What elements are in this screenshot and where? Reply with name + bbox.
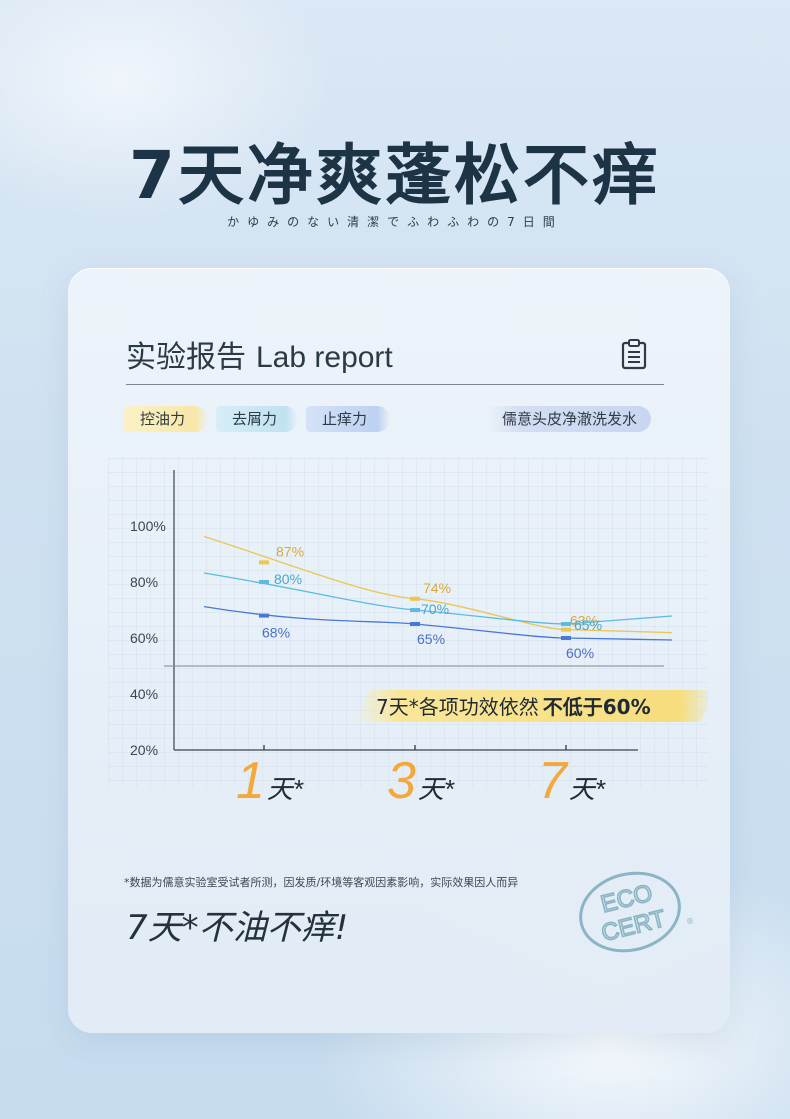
ecocert-seal: ECO CERT ® [579, 871, 694, 953]
x-tick-label-3: 7天* [538, 752, 606, 810]
series-1-data-label-2: 74% [423, 580, 451, 596]
series-1-point-2 [410, 596, 420, 601]
series-3-data-label-2: 65% [417, 631, 445, 647]
series-2-data-label-1: 80% [274, 571, 302, 587]
seal-registered-mark: ® [686, 917, 694, 926]
page-headline: 7天净爽蓬松不痒 [129, 137, 661, 214]
series-2-data-label-3: 65% [574, 617, 602, 633]
series-1-data-label-3: 63% [570, 613, 598, 629]
callout-background [354, 690, 716, 722]
legend-tag-anti-itch: 止痒力 [306, 406, 390, 432]
y-tick-label: 20% [130, 742, 158, 758]
series-3-data-label-3: 60% [566, 645, 594, 661]
series-3-point-3 [561, 636, 571, 640]
chart-area: 100% 80% 60% 40% 20% 87% 74% 63% 80% 70% 65% 68% 65%… [108, 458, 716, 818]
page-subline: かゆみのない清潔でふわふわの7日間 [227, 215, 563, 229]
callout-text: 7天*各项功效依然 不低于60% [376, 695, 651, 719]
data-footnote: *数据为儒意实验室受试者所测，因发质/环境等客观因素影响，实际效果因人而异 [124, 876, 519, 889]
series-2-data-label-2: 70% [421, 601, 449, 617]
series-2-point-2 [410, 608, 420, 612]
report-title-en: Lab report [256, 341, 393, 374]
y-tick-label: 40% [130, 686, 158, 702]
series-3-point-1 [259, 613, 269, 618]
lab-report-card: 实验报告 Lab report 控油力 去屑力 止痒力 儒意头皮净澈洗发水 100… [68, 268, 730, 1033]
efficacy-line-chart: 100% 80% 60% 40% 20% 87% 74% 63% 80% 70% 65% 68% 65%… [108, 458, 716, 810]
series-2-point-1 [259, 580, 269, 584]
series-3-data-label-1: 68% [262, 625, 290, 641]
series-1-point-3 [561, 627, 571, 632]
series-1-point-1 [259, 560, 269, 565]
y-tick-label: 100% [130, 518, 166, 534]
y-tick-label: 60% [130, 630, 158, 646]
legend-tag-oil-control: 控油力 [124, 406, 208, 432]
series-1-data-label-1: 87% [276, 543, 304, 559]
product-name-tag: 儒意头皮净澈洗发水 [488, 406, 652, 432]
x-tick-label-1: 1天* [236, 752, 304, 810]
callout-regular: 7天*各项功效依然 [376, 695, 539, 719]
report-title-cn: 实验报告 [126, 340, 246, 375]
callout-bold: 不低于60% [543, 695, 651, 719]
y-tick-label: 80% [130, 574, 158, 590]
series-2-point-3 [561, 622, 571, 626]
callout-banner: 7天*各项功效依然 不低于60% [354, 690, 716, 722]
report-title: 实验报告 Lab report [126, 332, 393, 376]
title-divider [126, 384, 664, 385]
x-tick-label-2: 3天* [387, 752, 455, 810]
legend-tag-anti-dandruff: 去屑力 [216, 406, 298, 432]
clipboard-icon [621, 339, 647, 370]
slogan: 7天*不油不痒! [126, 908, 349, 948]
series-3-point-2 [410, 622, 420, 626]
